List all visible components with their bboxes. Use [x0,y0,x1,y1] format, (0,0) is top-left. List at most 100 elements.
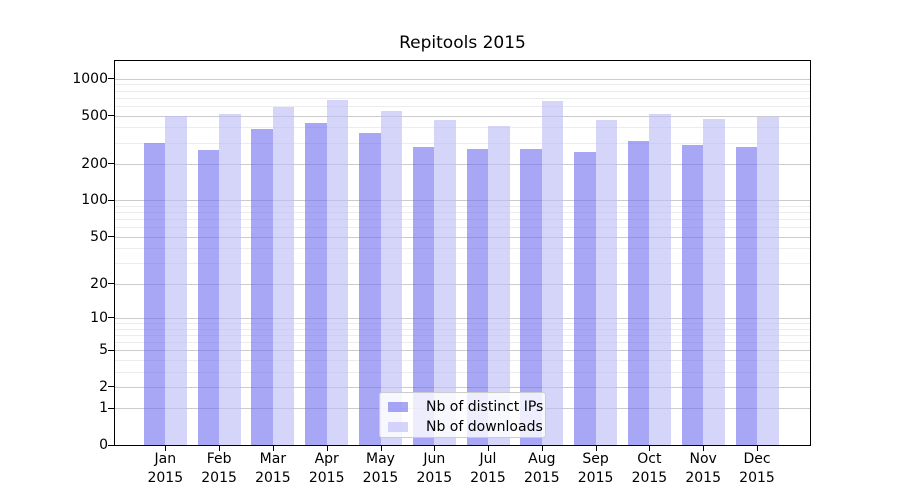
gridline-minor [115,205,810,207]
x-tick [272,446,274,451]
x-tick [380,446,382,451]
gridline-minor [115,84,810,86]
bar-downloads [703,119,725,445]
x-tick [757,446,758,451]
legend-label-downloads: Nb of downloads [426,418,543,435]
legend-item-distinct-ips: Nb of distinct IPs [388,397,543,416]
bar-distinct-ips [466,148,488,445]
x-tick-label-line: 2015 [631,470,668,486]
bar-downloads [488,125,510,445]
gridline-minor [115,127,810,129]
x-tick [165,446,167,451]
x-tick-label-line: Mar [259,451,287,467]
x-tick-label: Jul 2015 [458,450,518,488]
bar-distinct-ips [520,148,542,445]
x-tick-label-line: Jun [423,451,446,467]
legend-item-downloads: Nb of downloads [388,417,543,436]
bar-downloads [272,106,295,445]
x-tick [703,446,705,451]
legend: Nb of distinct IPs Nb of downloads [379,392,546,438]
x-tick-label-line: 2015 [255,470,291,486]
x-tick-label-line: Dec [743,451,771,467]
x-tick-label-line: Nov [689,451,717,467]
gridline-minor [115,97,810,99]
gridline-major [115,115,810,117]
bar-distinct-ips [251,128,273,445]
gridline-minor [115,248,810,250]
x-tick-label-line: 2015 [308,470,345,486]
x-tick-label: Aug 2015 [512,450,572,488]
x-tick-label-line: 2015 [416,470,453,486]
x-tick-label: May 2015 [351,450,411,488]
gridline-minor [115,212,810,214]
x-tick-label-line: 2015 [362,470,399,486]
gridline-minor [115,334,810,336]
x-tick-label-line: 2015 [470,470,506,486]
x-tick-label-line: Sep [582,451,609,467]
y-tick [108,407,114,409]
gridline-minor [115,323,810,324]
legend-swatch-distinct-ips [388,401,408,412]
bar-distinct-ips [627,140,650,445]
y-tick [108,317,114,319]
y-tick [108,349,114,351]
x-tick-label-line: 2015 [523,470,560,486]
x-tick-label-line: Oct [637,451,662,467]
y-tick [108,199,114,201]
gridline-major [115,236,810,238]
bar-distinct-ips [143,142,166,445]
y-tick [108,386,114,388]
bars-layer [115,61,810,445]
plot-area: Nb of distinct IPs Nb of downloads [114,60,811,446]
x-tick [488,446,489,451]
bar-downloads [165,115,187,445]
gridline-major [115,317,810,319]
y-tick [108,444,114,446]
gridline-major [115,163,810,165]
bar-distinct-ips [305,122,327,445]
x-tick-label: Nov 2015 [673,450,733,488]
chart-title: Repitools 2015 [399,33,526,53]
y-tick-label: 2 [99,378,108,395]
x-tick-label: Apr 2015 [297,450,357,488]
x-tick-label-line: 2015 [685,470,721,486]
gridline-minor [115,328,810,330]
bar-downloads [434,119,456,445]
x-tick-label-line: May [366,451,395,467]
x-tick-label: Dec 2015 [727,450,787,488]
y-tick-label: 200 [81,155,108,172]
bar-distinct-ips [681,144,704,445]
x-tick-label-line: Aug [528,451,556,467]
gridline-minor [115,263,810,264]
x-tick-label-line: Apr [314,451,339,467]
gridline-minor [115,341,810,343]
x-tick-label-line: Jul [479,451,497,467]
gridline-major [115,78,810,80]
x-tick [434,446,436,451]
x-tick-label: Jan 2015 [135,450,195,488]
gridline-major [115,200,810,202]
x-tick [649,446,651,451]
gridline-minor [115,227,810,229]
gridline-minor [115,371,810,373]
gridline-major [115,283,810,285]
bar-downloads [326,99,349,445]
bar-distinct-ips [359,133,381,445]
gridline-minor [115,105,810,107]
y-tick-label: 500 [81,107,108,124]
bar-downloads [649,113,671,445]
bar-downloads [541,100,564,445]
bar-distinct-ips [412,146,435,445]
x-tick-label-line: Feb [206,451,232,467]
y-tick-label: 100 [81,192,108,209]
x-tick-label-line: 2015 [201,470,237,486]
x-tick [219,446,221,451]
y-tick [108,236,114,238]
x-tick-label: Mar 2015 [243,450,303,488]
x-tick-label-line: 2015 [739,470,775,486]
y-tick-label: 5 [99,342,108,358]
x-tick [541,446,543,451]
x-tick [326,446,328,451]
gridline-minor [115,219,810,221]
y-tick-label: 10 [90,309,108,326]
